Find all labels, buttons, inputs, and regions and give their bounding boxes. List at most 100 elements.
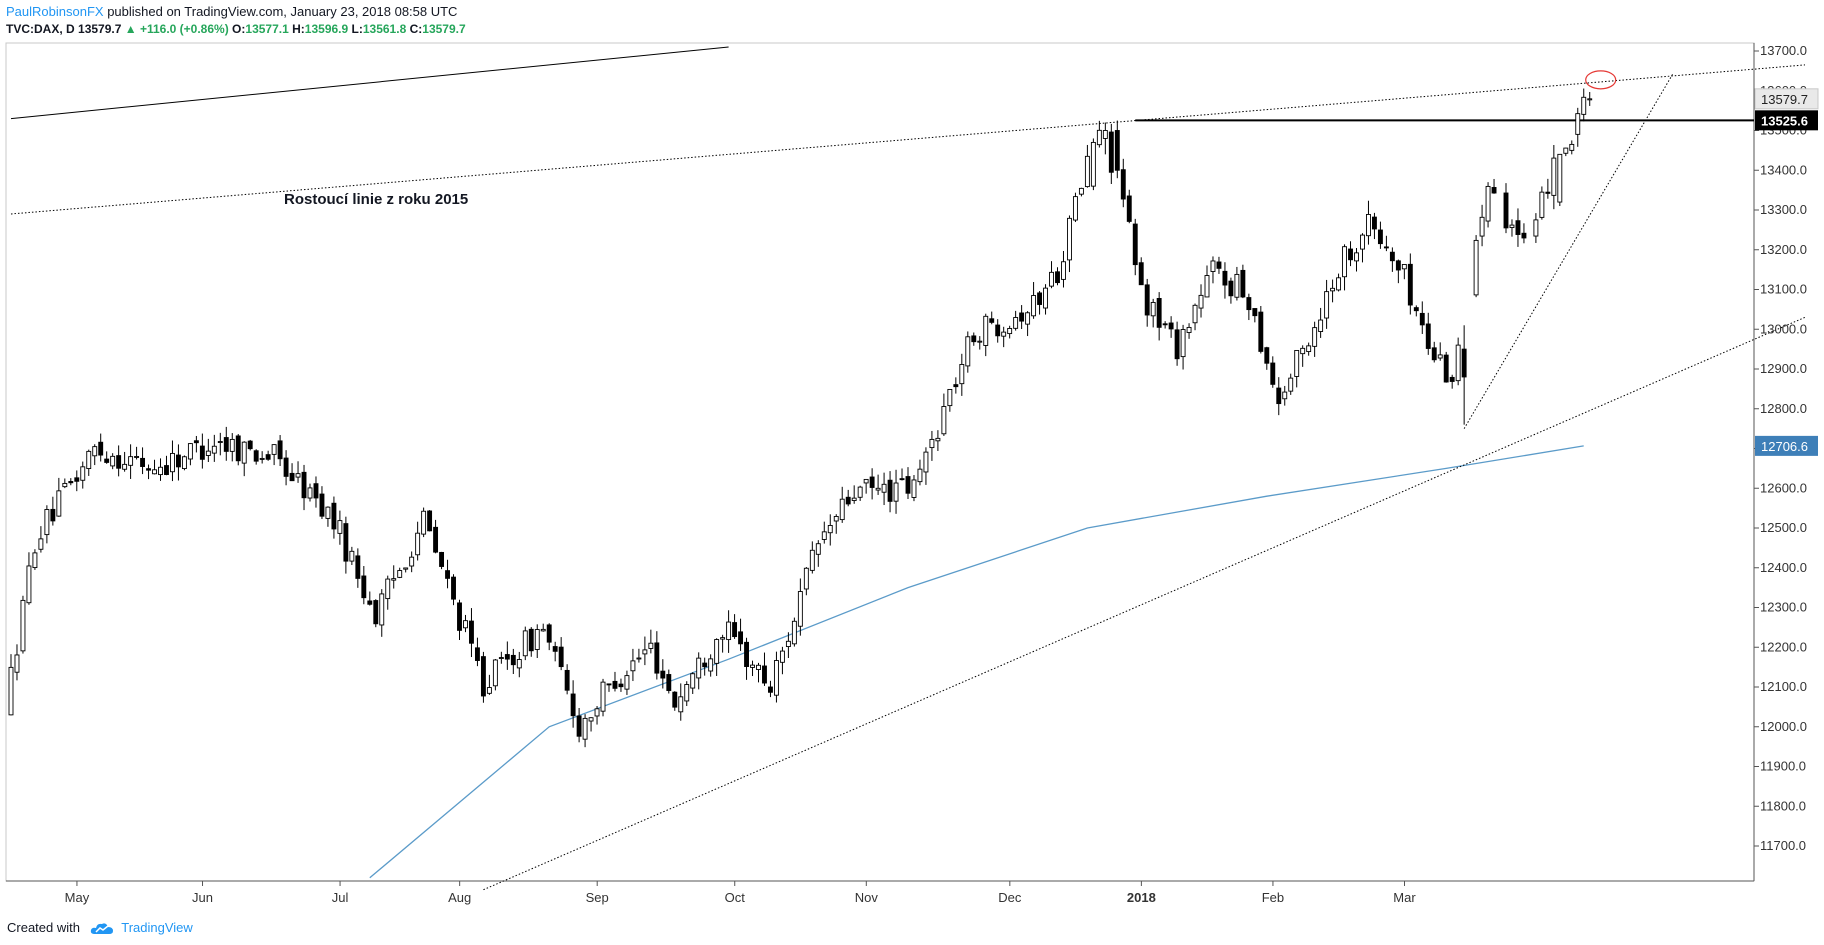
candle-body: [1102, 130, 1108, 139]
candle-body: [1228, 280, 1234, 297]
candle-body: [1354, 252, 1359, 262]
candle-body: [666, 674, 672, 691]
candle-body: [905, 476, 911, 494]
price-tick-label: 11800.0: [1760, 798, 1806, 813]
candle-body: [690, 673, 696, 689]
price-tick-label: 13400.0: [1760, 162, 1807, 177]
candle-body: [1031, 295, 1037, 317]
candle-body: [1084, 155, 1090, 188]
candle-body: [391, 578, 397, 581]
candle-body: [857, 486, 863, 498]
upper-black-trendline: [10, 46, 729, 120]
candle-body: [702, 662, 708, 668]
candle-body: [175, 454, 181, 468]
candle-body: [289, 472, 295, 482]
candle-body: [720, 637, 726, 640]
candle-body: [869, 476, 875, 488]
tradingview-link[interactable]: TradingView: [121, 920, 193, 935]
time-tick-label: Dec: [998, 890, 1022, 905]
candle-body: [421, 510, 427, 535]
candle-body: [1132, 223, 1138, 266]
time-axis[interactable]: May Jun Jul Aug Sep Oct Nov Dec 2018 Feb Mar: [65, 881, 1417, 905]
candle-body: [319, 493, 325, 517]
plot-area[interactable]: [5, 42, 1755, 882]
candle-body: [612, 680, 618, 689]
candle-body: [181, 456, 187, 470]
candle-body: [355, 555, 361, 579]
candle-body: [510, 654, 516, 666]
candle-body: [606, 683, 612, 686]
candle-body: [1294, 349, 1300, 377]
candle-body: [678, 696, 684, 713]
candle-body: [259, 457, 265, 460]
price-tick-label: 12200.0: [1760, 639, 1807, 654]
candle-body: [1037, 292, 1043, 305]
candle-body: [98, 441, 104, 456]
price-tick-label: 12400.0: [1760, 560, 1807, 575]
candle-body: [158, 466, 163, 476]
candle-body: [929, 438, 935, 449]
candle-body: [146, 468, 151, 471]
time-tick-label: Sep: [586, 890, 609, 905]
candle-body: [708, 658, 714, 672]
candle-body: [1156, 298, 1162, 328]
candle-body: [1174, 329, 1180, 360]
price-tick-label: 12500.0: [1760, 520, 1807, 535]
candle-body: [540, 628, 546, 632]
candle-body: [1114, 130, 1120, 171]
footer: Created with TradingView: [7, 919, 193, 937]
candle-body: [983, 315, 989, 346]
candle-body: [134, 456, 140, 458]
candle-body: [971, 335, 977, 343]
price-tick-label: 13200.0: [1760, 242, 1807, 257]
candle-body: [241, 441, 247, 464]
candle-body: [1533, 219, 1539, 237]
candle-body: [827, 525, 833, 534]
candle-body: [1108, 131, 1114, 173]
candle-body: [546, 624, 552, 643]
candle-body: [235, 435, 241, 462]
candle-body: [44, 509, 50, 536]
candle-body: [128, 456, 134, 466]
ohlc-legend: TVC:DAX, D 13579.7 ▲ +116.0 (+0.86%) O:1…: [6, 21, 466, 37]
candle-body: [1485, 185, 1491, 222]
author-link[interactable]: PaulRobinsonFX: [6, 4, 104, 19]
candle-body: [1419, 312, 1425, 326]
candle-body: [809, 549, 815, 571]
candle-body: [170, 452, 175, 473]
highlight-circle: [1585, 70, 1617, 90]
created-with-text: Created with: [7, 920, 80, 935]
candle-body: [379, 593, 385, 626]
candle-body: [1049, 271, 1054, 287]
candle-body: [1078, 187, 1084, 195]
candle-body: [409, 556, 415, 567]
candle-body: [1055, 271, 1060, 284]
candle-body: [1521, 232, 1527, 239]
candle-body: [349, 550, 355, 562]
candle-body: [797, 591, 803, 627]
candle-body: [457, 602, 462, 631]
candle-body: [110, 455, 116, 467]
candles-layer: [8, 88, 1593, 748]
candle-body: [1282, 391, 1288, 400]
candle-body: [1264, 347, 1270, 364]
candle-body: [821, 531, 827, 540]
candle-body: [1138, 262, 1144, 286]
candle-body: [756, 664, 761, 670]
candle-body: [576, 715, 582, 737]
candle-body: [1288, 377, 1294, 392]
candle-body: [74, 477, 80, 482]
candle-body: [1096, 129, 1102, 146]
candle-body: [1557, 153, 1563, 203]
candle-body: [1360, 234, 1365, 250]
candle-body: [1515, 220, 1521, 235]
open-label: O:: [232, 22, 246, 36]
high-value: 13596.9: [304, 22, 349, 36]
candle-body: [1455, 344, 1461, 382]
trendline-annotation: Rostoucí linie z roku 2015: [284, 191, 468, 208]
candle-body: [1252, 308, 1258, 317]
candle-body: [1342, 246, 1347, 278]
last-price: 13579.7: [78, 22, 122, 36]
low-value: 13561.8: [362, 22, 407, 36]
